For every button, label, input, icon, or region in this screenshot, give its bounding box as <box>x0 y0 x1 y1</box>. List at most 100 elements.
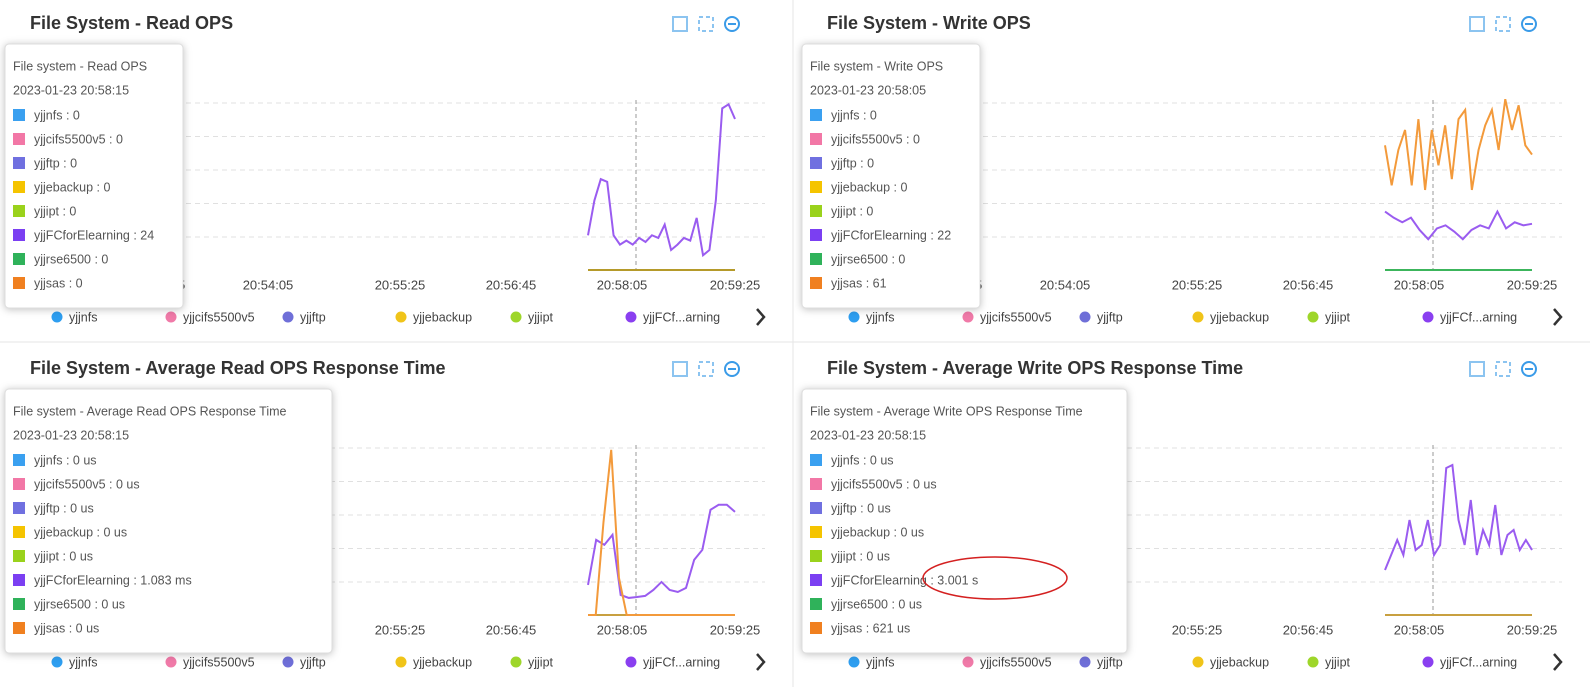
legend-next[interactable] <box>1553 653 1563 671</box>
tooltip-swatch <box>13 277 25 289</box>
zoom-icon[interactable] <box>698 361 714 377</box>
tooltip-item: yjjebackup : 0 us <box>831 525 924 539</box>
panel: File System - Average Read OPS Response … <box>4 358 766 671</box>
legend-next[interactable] <box>1553 308 1563 326</box>
tooltip-swatch <box>810 574 822 586</box>
legend-label: yjjftp <box>300 655 326 669</box>
tooltip-swatch <box>810 454 822 466</box>
expand-icon[interactable] <box>1469 361 1485 377</box>
tooltip-swatch <box>13 502 25 514</box>
tooltip-swatch <box>13 622 25 634</box>
tooltip-item: yjjnfs : 0 <box>831 108 877 122</box>
legend-next[interactable] <box>756 653 766 671</box>
legend-dot <box>282 311 294 323</box>
legend-dot <box>1422 311 1434 323</box>
tooltip-swatch <box>13 574 25 586</box>
panel-title: File System - Average Write OPS Response… <box>827 358 1243 378</box>
legend-dot <box>1192 656 1204 668</box>
expand-icon[interactable] <box>672 16 688 32</box>
x-tick-label: 20:58:05 <box>597 622 648 637</box>
tooltip-swatch <box>810 133 822 145</box>
zoom-icon[interactable] <box>698 16 714 32</box>
series-line <box>587 102 736 258</box>
zoom-icon[interactable] <box>1495 16 1511 32</box>
tooltip-item: yjjsas : 0 us <box>34 621 99 635</box>
zoom-icon[interactable] <box>1495 361 1511 377</box>
legend-dot <box>510 656 522 668</box>
tooltip-title: File system - Average Read OPS Response … <box>13 404 287 418</box>
more-icon[interactable] <box>724 361 740 377</box>
tooltip-swatch <box>810 205 822 217</box>
tooltip: File system - Average Write OPS Response… <box>801 388 1128 654</box>
legend-label: yjjftp <box>1097 655 1123 669</box>
x-tick-label: 20:54:05 <box>1040 277 1091 292</box>
tooltip-item: yjjsas : 0 <box>34 276 83 290</box>
tooltip-swatch <box>810 277 822 289</box>
tooltip-box <box>801 388 1128 654</box>
legend-dot <box>1079 656 1091 668</box>
panel-title: File System - Write OPS <box>827 13 1031 33</box>
more-icon[interactable] <box>1521 16 1537 32</box>
x-tick-label: 20:56:45 <box>486 277 537 292</box>
x-tick-label: 20:59:25 <box>710 277 761 292</box>
tooltip-item: yjjrse6500 : 0 <box>831 252 905 266</box>
legend-dot <box>848 656 860 668</box>
legend-dot <box>1192 311 1204 323</box>
legend-dot <box>962 311 974 323</box>
legend-label: yjjnfs <box>69 655 97 669</box>
expand-icon[interactable] <box>1469 16 1485 32</box>
tooltip-item: yjjebackup : 0 us <box>34 525 127 539</box>
x-tick-label: 20:55:25 <box>375 277 426 292</box>
tooltip-swatch <box>810 157 822 169</box>
icon-shape <box>1469 361 1485 377</box>
panel-title: File System - Read OPS <box>30 13 233 33</box>
legend-label: yjjftp <box>300 310 326 324</box>
series-line <box>588 449 735 616</box>
icon-shape <box>1495 16 1511 32</box>
legend-dot <box>395 311 407 323</box>
legend-dot <box>1307 656 1319 668</box>
expand-icon[interactable] <box>672 361 688 377</box>
tooltip-swatch <box>13 253 25 265</box>
x-tick-label: 20:56:45 <box>486 622 537 637</box>
tooltip-swatch <box>13 598 25 610</box>
x-tick-label: 20:59:25 <box>710 622 761 637</box>
legend-label: yjjipt <box>528 310 554 324</box>
tooltip-swatch <box>13 133 25 145</box>
tooltip-item: yjjrse6500 : 0 <box>34 252 108 266</box>
tooltip-item: yjjnfs : 0 us <box>34 453 97 467</box>
legend-dot <box>962 656 974 668</box>
tooltip-item: yjjebackup : 0 <box>34 180 110 194</box>
tooltip-swatch <box>13 478 25 490</box>
legend-label: yjjftp <box>1097 310 1123 324</box>
tooltip-swatch <box>13 157 25 169</box>
tooltip: File system - Average Read OPS Response … <box>4 388 333 654</box>
tooltip-swatch <box>810 253 822 265</box>
tooltip-time: 2023-01-23 20:58:05 <box>810 83 926 97</box>
tooltip-item: yjjipt : 0 <box>831 204 873 218</box>
tooltip-item: yjjipt : 0 us <box>831 549 890 563</box>
legend-next[interactable] <box>756 308 766 326</box>
legend-dot <box>165 656 177 668</box>
more-icon[interactable] <box>1521 361 1537 377</box>
legend-label: yjjnfs <box>866 310 894 324</box>
x-tick-label: 20:59:25 <box>1507 622 1558 637</box>
legend-dot <box>51 656 63 668</box>
tooltip-swatch <box>13 454 25 466</box>
series-line <box>1384 98 1533 191</box>
legend-label: yjjebackup <box>413 655 472 669</box>
tooltip: File system - Write OPS 2023-01-23 20:58:… <box>801 43 981 309</box>
legend-dot <box>1079 311 1091 323</box>
more-icon[interactable] <box>724 16 740 32</box>
legend-dot <box>1422 656 1434 668</box>
icon-shape <box>1469 16 1485 32</box>
icon-shape <box>724 16 740 32</box>
legend-label: yjjebackup <box>413 310 472 324</box>
tooltip-swatch <box>810 526 822 538</box>
legend-label: yjjcifs5500v5 <box>183 655 255 669</box>
tooltip-item: yjjebackup : 0 <box>831 180 907 194</box>
tooltip-swatch <box>810 622 822 634</box>
legend-label: yjjnfs <box>866 655 894 669</box>
x-tick-label: 20:56:45 <box>1283 277 1334 292</box>
